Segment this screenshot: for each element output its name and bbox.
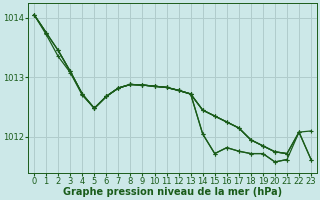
X-axis label: Graphe pression niveau de la mer (hPa): Graphe pression niveau de la mer (hPa) [63,187,282,197]
